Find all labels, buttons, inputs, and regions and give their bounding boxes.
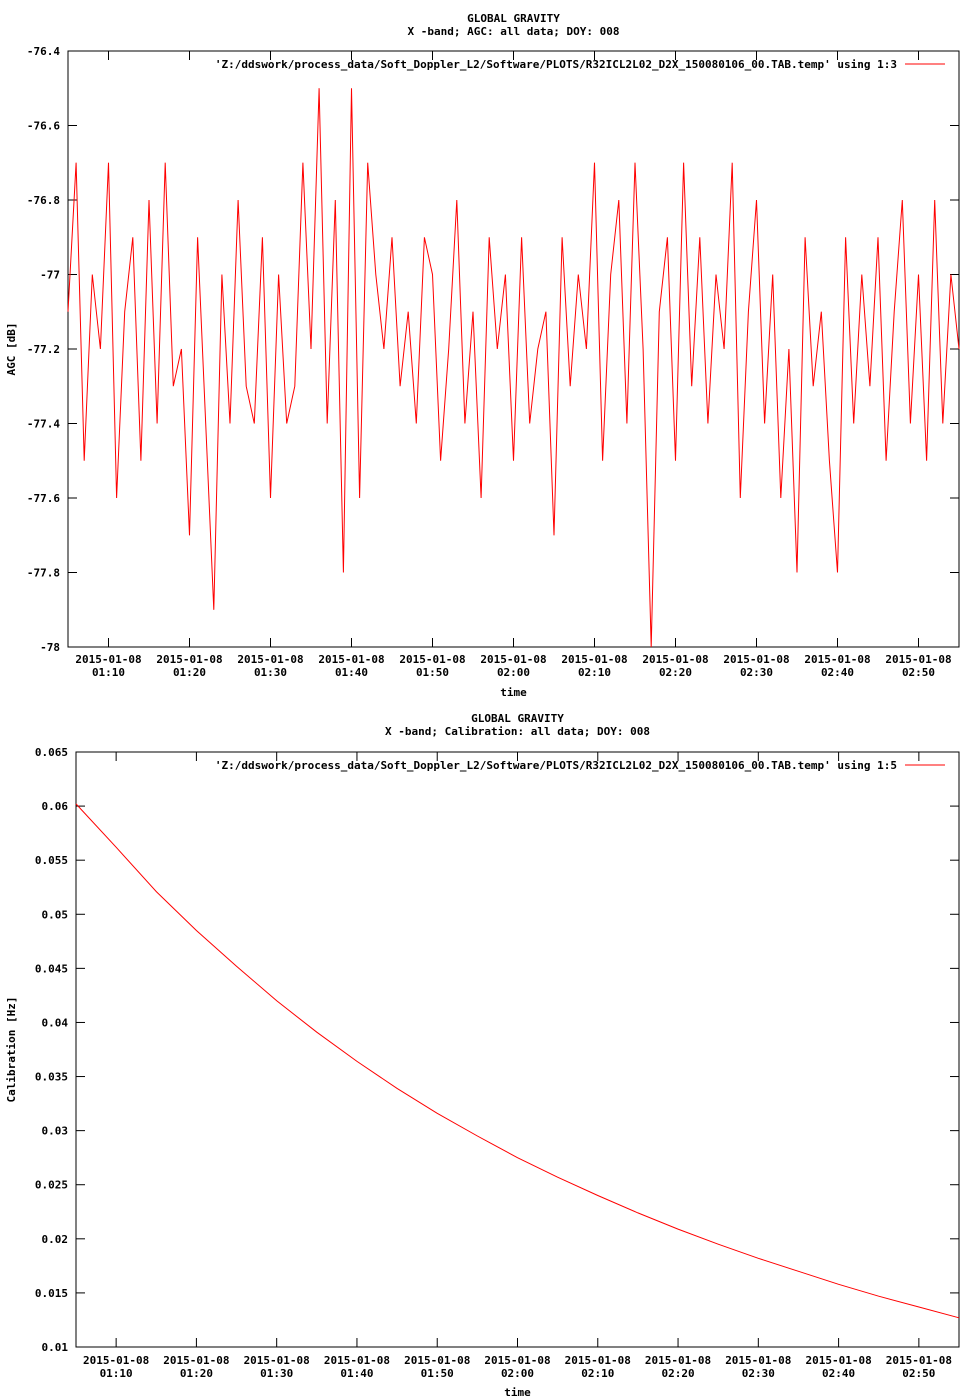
y-axis-label: Calibration [Hz]	[5, 997, 18, 1103]
chart-title: GLOBAL GRAVITY	[471, 712, 564, 725]
y-tick-label: 0.01	[42, 1341, 69, 1354]
y-tick-label: 0.06	[42, 800, 69, 813]
x-tick-time: 01:40	[335, 666, 368, 679]
y-tick-label: 0.05	[42, 908, 69, 921]
x-tick-date: 2015-01-08	[805, 1354, 871, 1367]
x-tick-time: 02:30	[742, 1367, 775, 1380]
x-tick-time: 01:20	[180, 1367, 213, 1380]
x-tick-time: 02:00	[497, 666, 530, 679]
y-tick-label: 0.065	[35, 746, 68, 759]
series-line	[67, 88, 960, 648]
x-tick-date: 2015-01-08	[886, 1354, 952, 1367]
y-tick-label: -77	[40, 269, 60, 282]
y-tick-label: -78	[40, 641, 60, 654]
y-tick-label: -76.6	[27, 120, 60, 133]
x-tick-date: 2015-01-08	[480, 653, 546, 666]
x-tick-date: 2015-01-08	[645, 1354, 711, 1367]
x-tick-time: 02:00	[501, 1367, 534, 1380]
x-tick-time: 01:40	[340, 1367, 373, 1380]
x-tick-time: 02:50	[902, 1367, 935, 1380]
x-tick-date: 2015-01-08	[804, 653, 870, 666]
x-tick-date: 2015-01-08	[237, 653, 303, 666]
x-tick-time: 02:20	[661, 1367, 694, 1380]
x-tick-date: 2015-01-08	[163, 1354, 229, 1367]
x-tick-date: 2015-01-08	[83, 1354, 149, 1367]
y-tick-label: -76.8	[27, 194, 60, 207]
plot-frame	[67, 50, 960, 648]
x-tick-time: 02:20	[659, 666, 692, 679]
x-axis-label: time	[504, 1386, 531, 1399]
chart-subtitle: X -band; AGC: all data; DOY: 008	[408, 25, 620, 38]
y-tick-label: 0.015	[35, 1287, 68, 1300]
x-tick-time: 01:30	[260, 1367, 293, 1380]
x-tick-date: 2015-01-08	[318, 653, 384, 666]
x-tick-time: 01:50	[416, 666, 449, 679]
legend-label: 'Z:/ddswork/process_data/Soft_Doppler_L2…	[215, 759, 897, 772]
y-tick-label: -77.2	[27, 343, 60, 356]
y-tick-label: -77.8	[27, 567, 60, 580]
x-tick-time: 02:10	[578, 666, 611, 679]
y-tick-label: 0.04	[42, 1016, 69, 1029]
x-tick-date: 2015-01-08	[642, 653, 708, 666]
y-tick-label: -76.4	[27, 45, 60, 58]
x-tick-date: 2015-01-08	[404, 1354, 470, 1367]
x-tick-date: 2015-01-08	[723, 653, 789, 666]
x-tick-time: 02:50	[902, 666, 935, 679]
x-tick-time: 01:50	[421, 1367, 454, 1380]
x-tick-date: 2015-01-08	[75, 653, 141, 666]
y-tick-label: 0.055	[35, 854, 68, 867]
x-tick-time: 01:10	[100, 1367, 133, 1380]
y-tick-label: 0.02	[42, 1233, 69, 1246]
y-tick-label: -77.6	[27, 492, 60, 505]
x-tick-date: 2015-01-08	[244, 1354, 310, 1367]
x-tick-time: 02:40	[821, 666, 854, 679]
x-tick-time: 02:10	[581, 1367, 614, 1380]
x-tick-time: 01:10	[92, 666, 125, 679]
x-tick-date: 2015-01-08	[156, 653, 222, 666]
y-tick-label: 0.03	[42, 1125, 69, 1138]
x-tick-date: 2015-01-08	[565, 1354, 631, 1367]
y-tick-label: 0.025	[35, 1179, 68, 1192]
y-tick-label: 0.045	[35, 962, 68, 975]
x-tick-time: 02:30	[740, 666, 773, 679]
y-tick-label: 0.035	[35, 1071, 68, 1084]
x-tick-date: 2015-01-08	[561, 653, 627, 666]
x-tick-time: 02:40	[822, 1367, 855, 1380]
plot-frame	[75, 751, 960, 1348]
x-tick-time: 01:30	[254, 666, 287, 679]
series-line	[75, 803, 960, 1319]
x-tick-date: 2015-01-08	[399, 653, 465, 666]
y-axis-label: AGC [dB]	[5, 323, 18, 376]
x-tick-time: 01:20	[173, 666, 206, 679]
legend-label: 'Z:/ddswork/process_data/Soft_Doppler_L2…	[215, 58, 897, 71]
x-tick-date: 2015-01-08	[324, 1354, 390, 1367]
y-tick-label: -77.4	[27, 418, 60, 431]
chart-title: GLOBAL GRAVITY	[467, 12, 560, 25]
x-tick-date: 2015-01-08	[885, 653, 951, 666]
chart-subtitle: X -band; Calibration: all data; DOY: 008	[385, 725, 650, 738]
x-tick-date: 2015-01-08	[484, 1354, 550, 1367]
x-axis-label: time	[500, 686, 527, 699]
x-tick-date: 2015-01-08	[725, 1354, 791, 1367]
